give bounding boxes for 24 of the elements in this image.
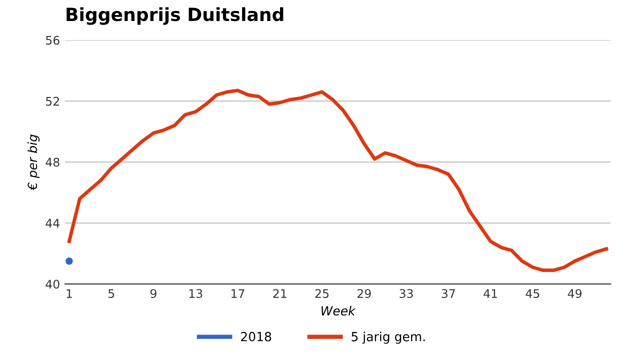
- x-tick-label: 29: [358, 289, 371, 298]
- x-tick-label: 9: [150, 289, 156, 298]
- chart-title: Biggenprijs Duitsland: [66, 7, 284, 25]
- y-tick-label: 56: [46, 36, 60, 45]
- x-tick-label: 17: [232, 289, 244, 298]
- x-tick-label: 25: [315, 289, 328, 298]
- y-tick-label: 52: [46, 96, 59, 106]
- x-tick-label: 41: [484, 289, 497, 298]
- x-tick-label: 37: [442, 289, 455, 298]
- x-tick-label: 13: [189, 289, 202, 298]
- x-tick-label: 21: [273, 289, 286, 298]
- line-series: [67, 88, 608, 272]
- x-axis-title: Week: [322, 306, 356, 316]
- y-axis-title: € per big: [27, 134, 40, 190]
- x-tick-label: 45: [526, 289, 540, 298]
- y-tick-label: 48: [46, 158, 60, 167]
- x-tick-label: 33: [400, 289, 413, 298]
- y-tick-label: 44: [46, 218, 60, 228]
- x-tick-label: 1: [66, 289, 72, 298]
- legend-label: 5 jarig gem.: [352, 332, 425, 344]
- x-tick-label: 5: [108, 289, 114, 298]
- x-tick-label: 49: [568, 289, 582, 298]
- y-tick-label: 40: [46, 280, 60, 289]
- legend-label: 2018: [241, 332, 272, 342]
